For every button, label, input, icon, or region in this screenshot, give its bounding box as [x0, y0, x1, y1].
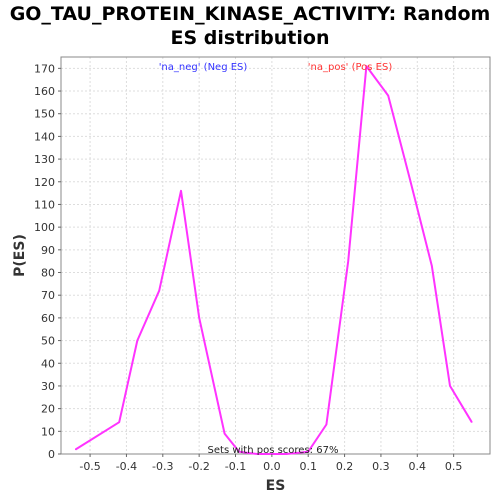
y-axis-title: P(ES) [12, 234, 28, 277]
x-tick-label: -0.3 [152, 460, 173, 473]
data-point [409, 178, 411, 181]
y-tick-label: 20 [41, 403, 55, 416]
data-point [365, 65, 367, 67]
x-tick-label: 0.0 [263, 460, 281, 473]
y-tick-label: 120 [34, 176, 55, 189]
series-layer [74, 65, 473, 455]
y-tick-label: 50 [41, 335, 55, 348]
legend-neg-es: 'na_neg' (Neg ES) [159, 62, 248, 73]
data-point [158, 290, 160, 292]
chart-title: GO_TAU_PROTEIN_KINASE_ACTIVITY: Random E… [9, 3, 491, 49]
y-tick-label: 160 [34, 85, 55, 98]
x-tick-label: -0.2 [188, 460, 209, 473]
data-point [431, 265, 433, 267]
y-tick-label: 150 [34, 108, 55, 121]
y-tick-label: 130 [34, 153, 55, 166]
y-tick-label: 60 [41, 312, 55, 325]
y-tick-label: 40 [41, 357, 55, 370]
data-point [198, 317, 200, 319]
legend-pos-es: 'na_pos' (Pos ES) [308, 62, 393, 73]
x-tick-label: 0.4 [409, 460, 427, 473]
grid-lines [61, 57, 490, 455]
data-point [180, 190, 182, 192]
data-point [118, 421, 120, 423]
y-tick-label: 70 [41, 289, 55, 302]
x-tick-label: 0.3 [372, 460, 390, 473]
y-tick-label: 170 [34, 62, 55, 75]
x-tick-label: 0.2 [336, 460, 354, 473]
x-axis-title: ES [266, 478, 286, 494]
data-point [307, 451, 309, 453]
data-point [387, 94, 389, 97]
data-point [136, 339, 138, 342]
y-tick-label: 30 [41, 380, 55, 393]
data-point [256, 453, 258, 455]
pos-scores-annotation: Sets with pos scores: 67% [208, 445, 339, 456]
data-point [449, 385, 451, 387]
data-point [224, 432, 226, 435]
x-tick-label: -0.5 [79, 460, 100, 473]
data-point [325, 423, 327, 426]
x-tick-label: -0.4 [116, 460, 137, 473]
data-point [347, 260, 349, 262]
y-tick-label: 110 [34, 198, 55, 211]
data-point [238, 451, 240, 453]
data-point [285, 453, 288, 455]
y-tick-label: 100 [34, 221, 55, 234]
x-tick-label: 0.5 [445, 460, 463, 473]
y-tick-label: 0 [48, 448, 55, 461]
axis-ticks: 0 10 20 30 40 50 60 70 80 90 100 110 120 130 140 150 160… [34, 62, 462, 473]
data-point [74, 448, 77, 451]
y-tick-label: 140 [34, 130, 55, 143]
data-point [471, 421, 473, 423]
y-tick-label: 80 [41, 267, 55, 280]
y-tick-label: 90 [41, 244, 55, 257]
x-tick-label: -0.1 [225, 460, 246, 473]
x-tick-label: 0.1 [299, 460, 317, 473]
es-distribution-line [74, 65, 473, 455]
y-tick-label: 10 [41, 425, 55, 438]
